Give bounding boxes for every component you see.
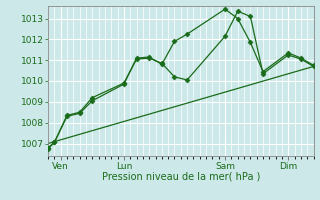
X-axis label: Pression niveau de la mer( hPa ): Pression niveau de la mer( hPa ) xyxy=(102,172,260,182)
